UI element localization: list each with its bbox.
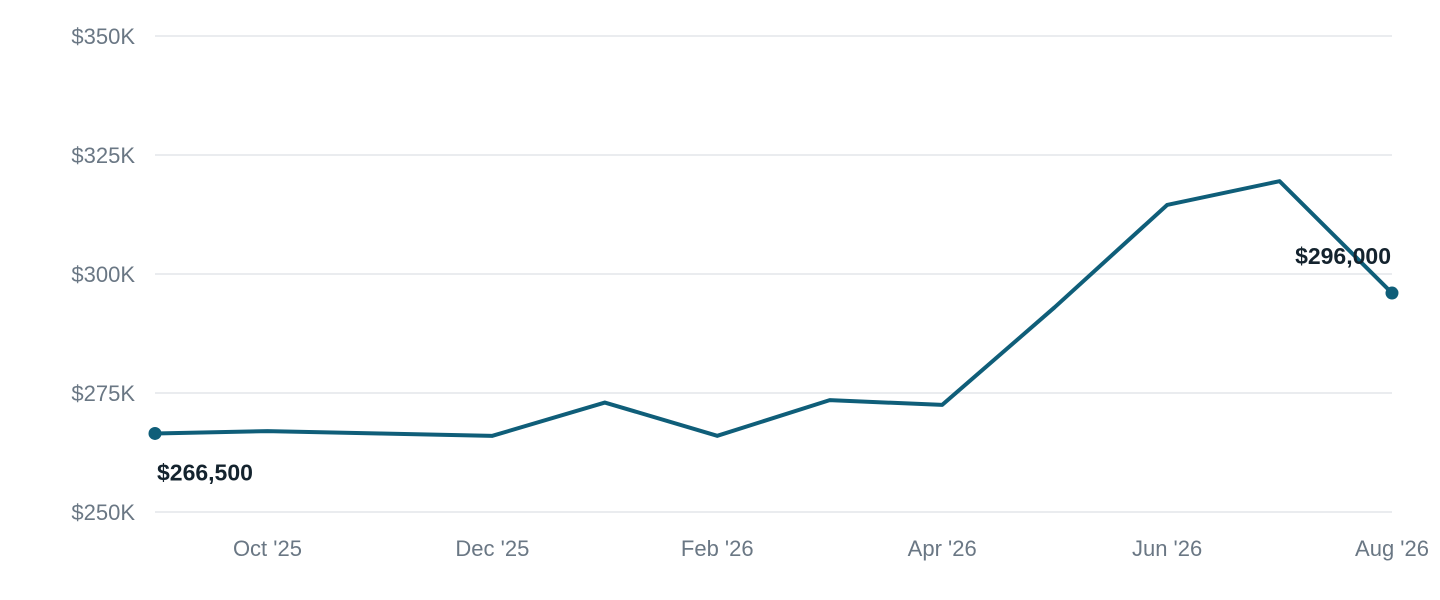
end-point-marker (1385, 286, 1399, 300)
y-axis-ticks: $250K $275K $300K $325K $350K (71, 24, 135, 525)
x-tick-label: Apr '26 (908, 536, 977, 561)
start-value-label: $266,500 (157, 459, 253, 485)
price-series-line (153, 179, 1394, 438)
y-tick-label: $275K (71, 381, 135, 406)
x-tick-label: Aug '26 (1355, 536, 1429, 561)
x-tick-label: Feb '26 (681, 536, 754, 561)
x-tick-label: Jun '26 (1132, 536, 1202, 561)
y-tick-label: $250K (71, 500, 135, 525)
x-tick-label: Oct '25 (233, 536, 302, 561)
annotations: $266,500 $296,000 (157, 243, 1391, 485)
gridlines (155, 35, 1392, 513)
x-axis-ticks: Oct '25 Dec '25 Feb '26 Apr '26 Jun '26 Aug '… (233, 536, 1429, 561)
y-tick-label: $300K (71, 262, 135, 287)
x-tick-label: Dec '25 (455, 536, 529, 561)
start-point-marker (148, 426, 162, 440)
series (148, 179, 1399, 440)
y-tick-label: $325K (71, 143, 135, 168)
y-tick-label: $350K (71, 24, 135, 49)
end-value-label: $296,000 (1295, 243, 1391, 269)
